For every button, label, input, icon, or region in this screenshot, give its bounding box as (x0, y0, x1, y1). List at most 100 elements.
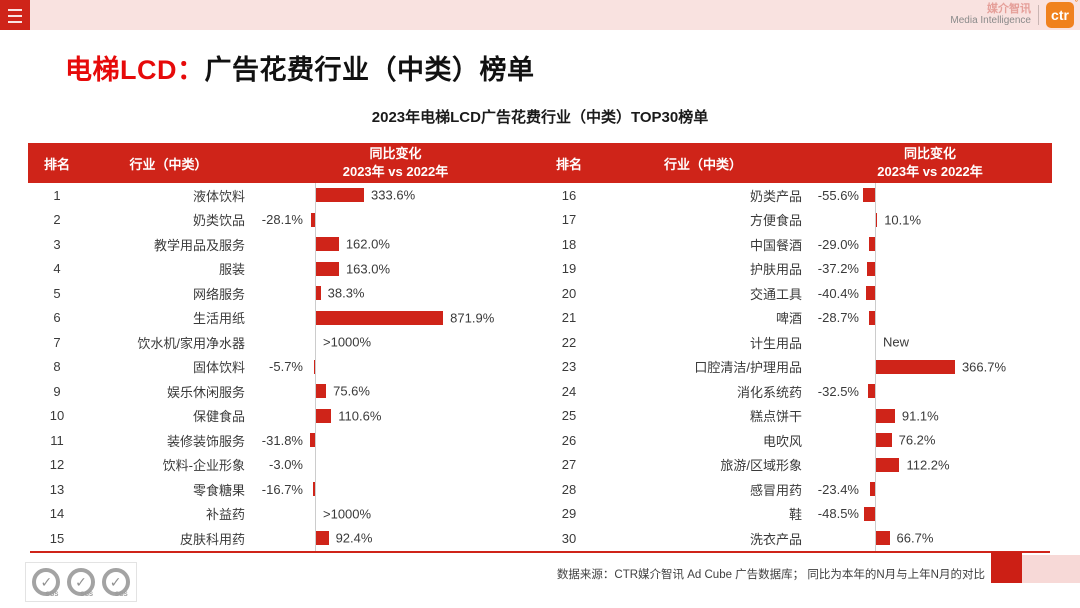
table-row: 16 奶类产品 -55.6% (540, 183, 1052, 208)
positive-bar (875, 408, 895, 423)
rank-cell: 21 (561, 310, 577, 326)
table-row: 14 补益药 >1000% (28, 502, 540, 527)
value-label: 75.6% (333, 383, 370, 399)
baseline-left (315, 183, 316, 551)
negative-bar (866, 261, 875, 276)
sgs-logo-icon: ✓ SGS (66, 568, 95, 598)
industry-cell: 奶类饮品 (192, 213, 245, 229)
special-label: >1000% (323, 334, 372, 350)
rank-cell: 6 (53, 310, 61, 326)
negative-bar (869, 482, 875, 497)
negative-bar (862, 188, 875, 203)
hamburger-icon (0, 9, 30, 23)
special-label: >1000% (323, 506, 372, 522)
negative-value-label: -23.4% (817, 481, 859, 497)
page-title-highlight: 电梯LCD： (65, 55, 205, 85)
rank-cell: 10 (49, 408, 65, 424)
industry-cell: 补益药 (205, 507, 245, 523)
negative-bar (314, 359, 315, 374)
negative-value-label: -28.1% (261, 212, 303, 228)
table-row: 22 计生用品 New (540, 330, 1052, 355)
value-label: 76.2% (898, 432, 936, 448)
industry-cell: 中国餐酒 (749, 237, 802, 253)
industry-cell: 护肤用品 (749, 262, 802, 278)
positive-bar (875, 433, 892, 448)
bar-zone: >1000% (315, 502, 540, 527)
value-label: 110.6% (338, 408, 382, 424)
bar-zone: 333.6% (315, 183, 540, 208)
rank-cell: 20 (561, 285, 577, 301)
industry-cell: 鞋 (788, 507, 802, 523)
header-change-left: 同比变化 2023年 vs 2022年 (342, 146, 449, 179)
table-row: 6 生活用纸 871.9% (28, 306, 540, 331)
rank-cell: 18 (561, 236, 577, 252)
bar-zone: 10.1% (875, 208, 1052, 233)
table-row: 13 零食糖果 -16.7% (28, 477, 540, 502)
positive-bar (315, 261, 339, 276)
rank-cell: 17 (561, 212, 577, 228)
negative-bar (310, 212, 315, 227)
table-row: 7 饮水机/家用净水器 >1000% (28, 330, 540, 355)
top-bar: 媒介智讯 Media Intelligence ctr ° (0, 0, 1080, 30)
table-row: 29 鞋 -48.5% (540, 502, 1052, 527)
value-label: 66.7% (896, 530, 934, 546)
negative-value-label: -5.7% (269, 359, 303, 375)
table-row: 30 洗衣产品 66.7% (540, 526, 1052, 551)
rank-cell: 23 (561, 359, 577, 375)
header-rank-left: 排名 (43, 156, 70, 172)
negative-bar (312, 482, 315, 497)
value-label: 162.0% (345, 236, 390, 252)
ctr-logo: ctr ° (1046, 0, 1078, 28)
table-row: 26 电吹风 76.2% (540, 428, 1052, 453)
negative-bar (866, 286, 875, 301)
bar-zone (314, 453, 540, 478)
table-row: 27 旅游/区域形象 112.2% (540, 453, 1052, 478)
positive-bar (315, 237, 339, 252)
brand-divider (1038, 5, 1039, 25)
industry-cell: 网络服务 (192, 286, 245, 302)
industry-cell: 保健食品 (192, 409, 245, 425)
positive-bar (315, 310, 444, 325)
table-row: 18 中国餐酒 -29.0% (540, 232, 1052, 257)
table-row: 2 奶类饮品 -28.1% (28, 208, 540, 233)
rank-cell: 30 (561, 530, 577, 546)
bar-zone: 162.0% (315, 232, 540, 257)
positive-bar (315, 384, 327, 399)
industry-cell: 电吹风 (762, 433, 802, 449)
rank-cell: 11 (50, 432, 64, 448)
registered-mark-icon: ° (1074, 0, 1078, 7)
industry-cell: 洗衣产品 (749, 531, 802, 547)
bar-zone: 112.2% (875, 453, 1052, 478)
industry-cell: 感冒用药 (749, 482, 802, 498)
rank-cell: 24 (561, 383, 577, 399)
table-left: 1 液体饮料 333.6% 2 奶类饮品 -28.1% 3 教学用品及服务 162.0% 4 服装 1… (28, 183, 540, 551)
table-right: 16 奶类产品 -55.6% 17 方便食品 10.1% 18 中国餐酒 -29.0% 19 护肤用… (540, 183, 1052, 551)
rank-cell: 19 (561, 261, 577, 277)
sgs-logo-icon: ✓ SGS (101, 568, 130, 598)
industry-cell: 娱乐休闲服务 (166, 384, 245, 400)
industry-cell: 方便食品 (749, 213, 802, 229)
bar-zone: 91.1% (875, 404, 1052, 429)
table-row: 1 液体饮料 333.6% (28, 183, 540, 208)
bar-zone: 75.6% (315, 379, 540, 404)
rank-cell: 2 (53, 212, 61, 228)
rank-cell: 22 (561, 334, 577, 350)
bar-zone: 38.3% (315, 281, 540, 306)
positive-bar (315, 408, 332, 423)
industry-cell: 装修装饰服务 (166, 433, 245, 449)
positive-bar (875, 457, 900, 472)
page-title: 电梯LCD：广告花费行业（中类）榜单 (65, 48, 535, 87)
positive-bar (315, 531, 329, 546)
bar-zone (310, 428, 540, 453)
decor-red-square (991, 552, 1022, 583)
industry-cell: 交通工具 (749, 286, 802, 302)
rank-cell: 13 (49, 481, 65, 497)
negative-bar (310, 433, 315, 448)
table-row: 3 教学用品及服务 162.0% (28, 232, 540, 257)
industry-cell: 口腔清洁/护理用品 (694, 360, 802, 376)
industry-cell: 糕点饼干 (749, 409, 802, 425)
baseline-right (875, 183, 876, 551)
industry-cell: 零食糖果 (192, 482, 245, 498)
value-label: 871.9% (450, 310, 495, 326)
menu-button[interactable] (0, 0, 30, 30)
